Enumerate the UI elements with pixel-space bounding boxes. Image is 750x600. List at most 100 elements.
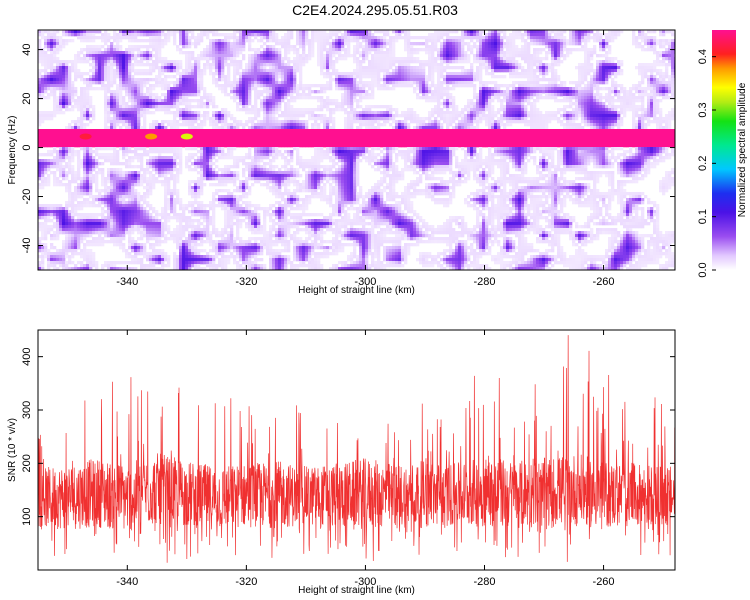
heatmap-cell (422, 123, 426, 127)
heatmap-cell (611, 57, 615, 61)
heatmap-cell (602, 96, 606, 100)
heatmap-cell (155, 102, 159, 106)
heatmap-cell (59, 108, 63, 112)
heatmap-cell (374, 111, 378, 115)
heatmap-cell (368, 117, 372, 121)
heatmap-cell (572, 33, 576, 37)
heatmap-cell (197, 93, 201, 97)
heatmap-cell (194, 63, 198, 67)
heatmap-cell (182, 123, 186, 127)
heatmap-cell (566, 90, 570, 94)
heatmap-cell (449, 120, 453, 124)
heatmap-cell (275, 72, 279, 76)
heatmap-cell (518, 84, 522, 88)
heatmap-cell (521, 75, 525, 79)
heatmap-cell (254, 69, 258, 73)
heatmap-cell (449, 48, 453, 52)
heatmap-cell (398, 72, 402, 76)
heatmap-cell (248, 57, 252, 61)
heatmap-cell (179, 102, 183, 106)
heatmap-cell (599, 54, 603, 58)
heatmap-cell (383, 36, 387, 40)
heatmap-cell (116, 84, 120, 88)
heatmap-cell (152, 99, 156, 103)
heatmap-cell (209, 42, 213, 46)
heatmap-cell (404, 36, 408, 40)
heatmap-cell (44, 75, 48, 79)
heatmap-cell (602, 111, 606, 115)
heatmap-cell (326, 72, 330, 76)
heatmap-cell (623, 114, 627, 118)
heatmap-cell (656, 99, 660, 103)
heatmap-cell (614, 120, 618, 124)
heatmap-cell (350, 39, 354, 43)
heatmap-cell (509, 45, 513, 49)
heatmap-cell (83, 57, 87, 61)
heatmap-cell (299, 108, 303, 112)
heatmap-cell (506, 93, 510, 97)
heatmap-cell (617, 63, 621, 67)
heatmap-cell (392, 69, 396, 73)
heatmap-cell (245, 69, 249, 73)
heatmap-cell (86, 39, 90, 43)
heatmap-cell (668, 42, 672, 46)
heatmap-cell (245, 123, 249, 127)
heatmap-cell (506, 51, 510, 55)
heatmap-cell (281, 111, 285, 115)
heatmap-cell (281, 90, 285, 94)
heatmap-cell (428, 60, 432, 64)
heatmap-cell (329, 60, 333, 64)
heatmap-cell (638, 99, 642, 103)
heatmap-cell (140, 54, 144, 58)
heatmap-cell (590, 81, 594, 85)
heatmap-cell (473, 36, 477, 40)
heatmap-cell (191, 90, 195, 94)
heatmap-cell (668, 30, 672, 34)
heatmap-cell (635, 39, 639, 43)
heatmap-cell (404, 78, 408, 82)
heatmap-cell (149, 33, 153, 37)
heatmap-cell (176, 111, 180, 115)
heatmap-cell (479, 51, 483, 55)
heatmap-cell (326, 87, 330, 91)
heatmap-cell (266, 72, 270, 76)
heatmap-cell (485, 120, 489, 124)
heatmap-cell (389, 81, 393, 85)
heatmap-cell (86, 51, 90, 55)
heatmap-cell (89, 87, 93, 91)
heatmap-cell (185, 30, 189, 34)
heatmap-cell (524, 117, 528, 121)
heatmap-cell (80, 78, 84, 82)
heatmap-cell (578, 96, 582, 100)
heatmap-cell (131, 81, 135, 85)
heatmap-cell (542, 78, 546, 82)
heatmap-cell (329, 30, 333, 34)
heatmap-cell (650, 63, 654, 67)
heatmap-cell (242, 36, 246, 40)
heatmap-cell (656, 108, 660, 112)
heatmap-cell (434, 108, 438, 112)
heatmap-cell (584, 114, 588, 118)
heatmap-cell (128, 120, 132, 124)
heatmap-cell (359, 51, 363, 55)
heatmap-cell (257, 114, 261, 118)
heatmap-cell (638, 93, 642, 97)
heatmap-cell (404, 75, 408, 79)
heatmap-cell (482, 108, 486, 112)
heatmap-cell (197, 87, 201, 91)
heatmap-cell (302, 93, 306, 97)
heatmap-cell (197, 66, 201, 70)
heatmap-cell (65, 102, 69, 106)
heatmap-cell (92, 69, 96, 73)
heatmap-cell (599, 102, 603, 106)
heatmap-cell (485, 81, 489, 85)
heatmap-cell (590, 51, 594, 55)
heatmap-cell (149, 102, 153, 106)
heatmap-cell (128, 84, 132, 88)
heatmap-cell (455, 114, 459, 118)
heatmap-cell (320, 87, 324, 91)
heatmap-cell (44, 81, 48, 85)
heatmap-cell (395, 30, 399, 34)
heatmap-cell (134, 36, 138, 40)
heatmap-cell (200, 105, 204, 109)
